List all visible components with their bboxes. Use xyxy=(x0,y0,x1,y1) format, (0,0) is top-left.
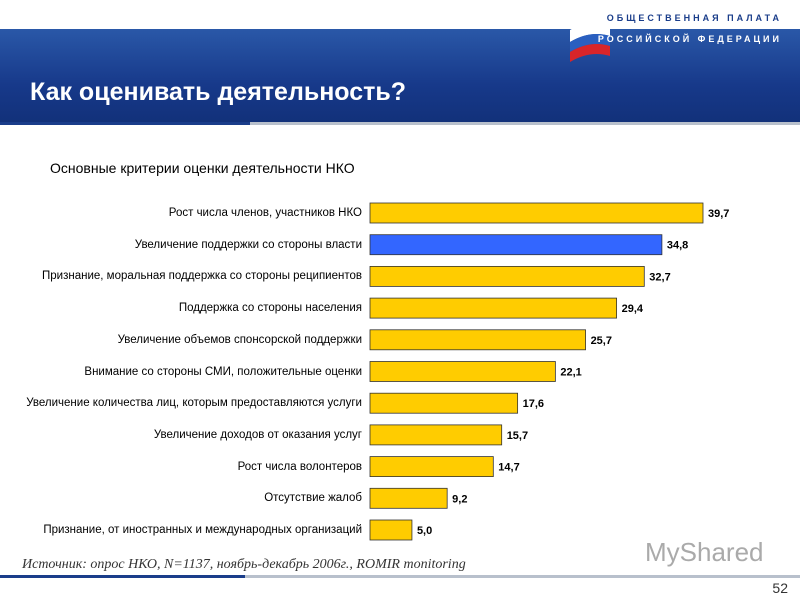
slide-title: Как оценивать деятельность? xyxy=(30,78,407,106)
category-label: Рост числа членов, участников НКО xyxy=(168,207,362,219)
value-label: 15,7 xyxy=(507,430,528,442)
bar xyxy=(369,297,618,319)
footer-rule xyxy=(245,575,800,578)
bar xyxy=(369,487,448,509)
header-band xyxy=(0,29,800,122)
value-label: 5,0 xyxy=(417,525,432,537)
bar xyxy=(369,234,663,256)
bar xyxy=(369,202,704,224)
value-label: 9,2 xyxy=(452,493,467,505)
category-label: Поддержка со стороны населения xyxy=(178,302,362,315)
header-rule xyxy=(0,122,250,125)
bar xyxy=(369,361,556,382)
value-label: 22,1 xyxy=(560,367,581,379)
bar xyxy=(369,329,586,351)
category-label: Отсутствие жалоб xyxy=(264,492,362,505)
watermark: MyShared xyxy=(645,537,764,567)
source: Источник: опрос НКО, N=1137, ноябрь-дека… xyxy=(22,557,466,572)
bar xyxy=(369,519,413,541)
category-label: Увеличение поддержки со стороны власти xyxy=(134,238,362,251)
bar xyxy=(369,424,503,446)
logo-text: РОССИЙСКОЙ ФЕДЕРАЦИИ xyxy=(597,34,782,44)
value-label: 39,7 xyxy=(708,208,729,220)
logo-flag xyxy=(570,22,610,62)
category-label: Увеличение доходов от оказания услуг xyxy=(153,428,362,441)
chart-title: Основные критерии оценки деятельности НК… xyxy=(50,160,355,176)
category-label: Рост числа волонтеров xyxy=(237,460,362,473)
value-label: 32,7 xyxy=(649,271,670,283)
category-label: Внимание со стороны СМИ, положительные о… xyxy=(84,365,362,378)
category-label: Признание, моральная поддержка со сторон… xyxy=(42,270,362,283)
value-label: 29,4 xyxy=(622,303,644,315)
logo-text: ОБЩЕСТВЕННАЯ ПАЛАТА xyxy=(606,13,782,23)
value-label: 34,8 xyxy=(667,240,688,252)
value-label: 17,6 xyxy=(523,398,544,410)
bar xyxy=(369,265,645,287)
value-label: 14,7 xyxy=(498,462,519,474)
category-label: Увеличение количества лиц, которым предо… xyxy=(26,397,362,410)
page-number: 52 xyxy=(772,580,788,596)
category-label: Признание, от иностранных и международны… xyxy=(43,524,362,536)
category-label: Увеличение объемов спонсорской поддержки xyxy=(117,333,362,346)
bar xyxy=(369,456,494,478)
value-label: 25,7 xyxy=(591,335,612,347)
header-rule xyxy=(250,122,800,125)
footer-rule xyxy=(0,575,245,578)
bar xyxy=(369,392,519,414)
